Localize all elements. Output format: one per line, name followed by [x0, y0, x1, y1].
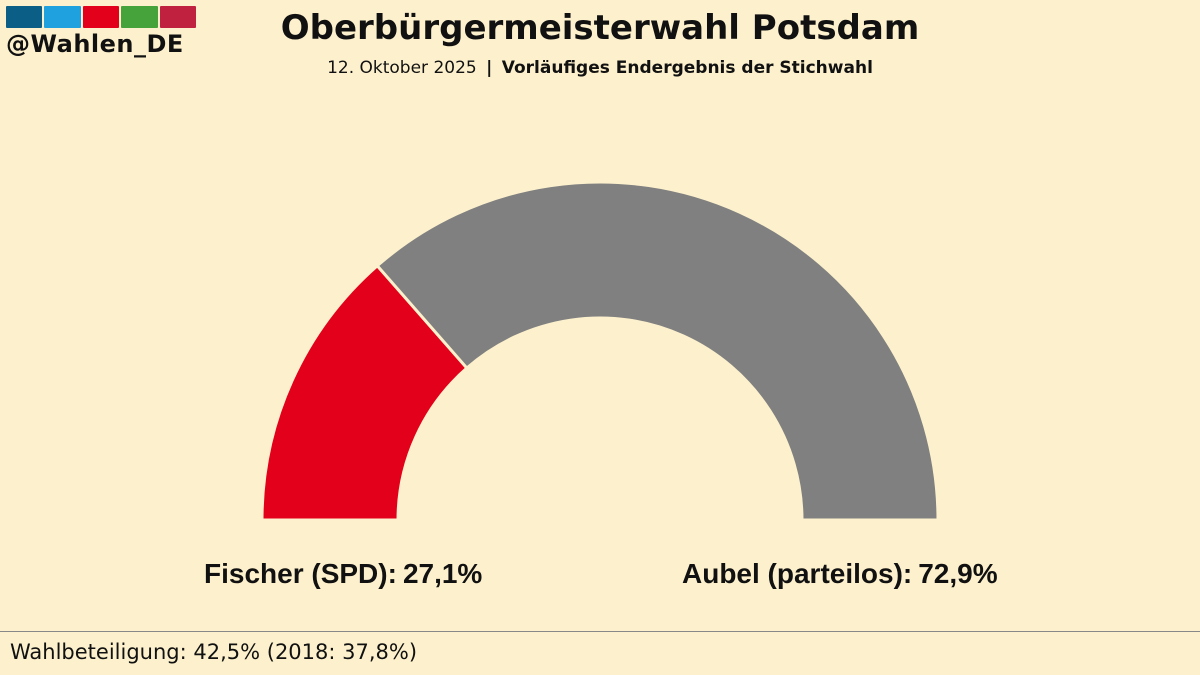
candidate-name: Fischer (SPD):	[204, 558, 397, 589]
brand-logo: @Wahlen_DE	[6, 6, 197, 58]
logo-stripe	[159, 6, 197, 28]
turnout-note: Wahlbeteiligung: 42,5% (2018: 37,8%)	[10, 640, 418, 664]
logo-stripe	[6, 6, 43, 28]
chart-segment-1	[375, 180, 940, 522]
candidate-label-fischer: Fischer (SPD): 27,1%	[204, 558, 482, 590]
subtitle-separator: |	[486, 58, 493, 78]
election-date: 12. Oktober 2025	[327, 58, 477, 78]
logo-color-stripes	[6, 6, 197, 28]
result-status: Vorläufiges Endergebnis der Stichwahl	[501, 58, 873, 78]
footer-divider	[0, 631, 1200, 632]
logo-stripe	[44, 6, 81, 28]
logo-stripe	[121, 6, 158, 28]
chart-subtitle: 12. Oktober 2025 | Vorläufiges Endergebn…	[0, 58, 1200, 78]
logo-handle: @Wahlen_DE	[6, 30, 184, 58]
candidate-name: Aubel (parteilos):	[682, 558, 913, 589]
candidate-percentage: 72,9%	[918, 558, 998, 589]
candidate-label-aubel: Aubel (parteilos): 72,9%	[682, 558, 998, 590]
chart-title: Oberbürgermeisterwahl Potsdam	[280, 8, 920, 48]
logo-stripe	[82, 6, 120, 28]
candidate-percentage: 27,1%	[402, 558, 483, 589]
